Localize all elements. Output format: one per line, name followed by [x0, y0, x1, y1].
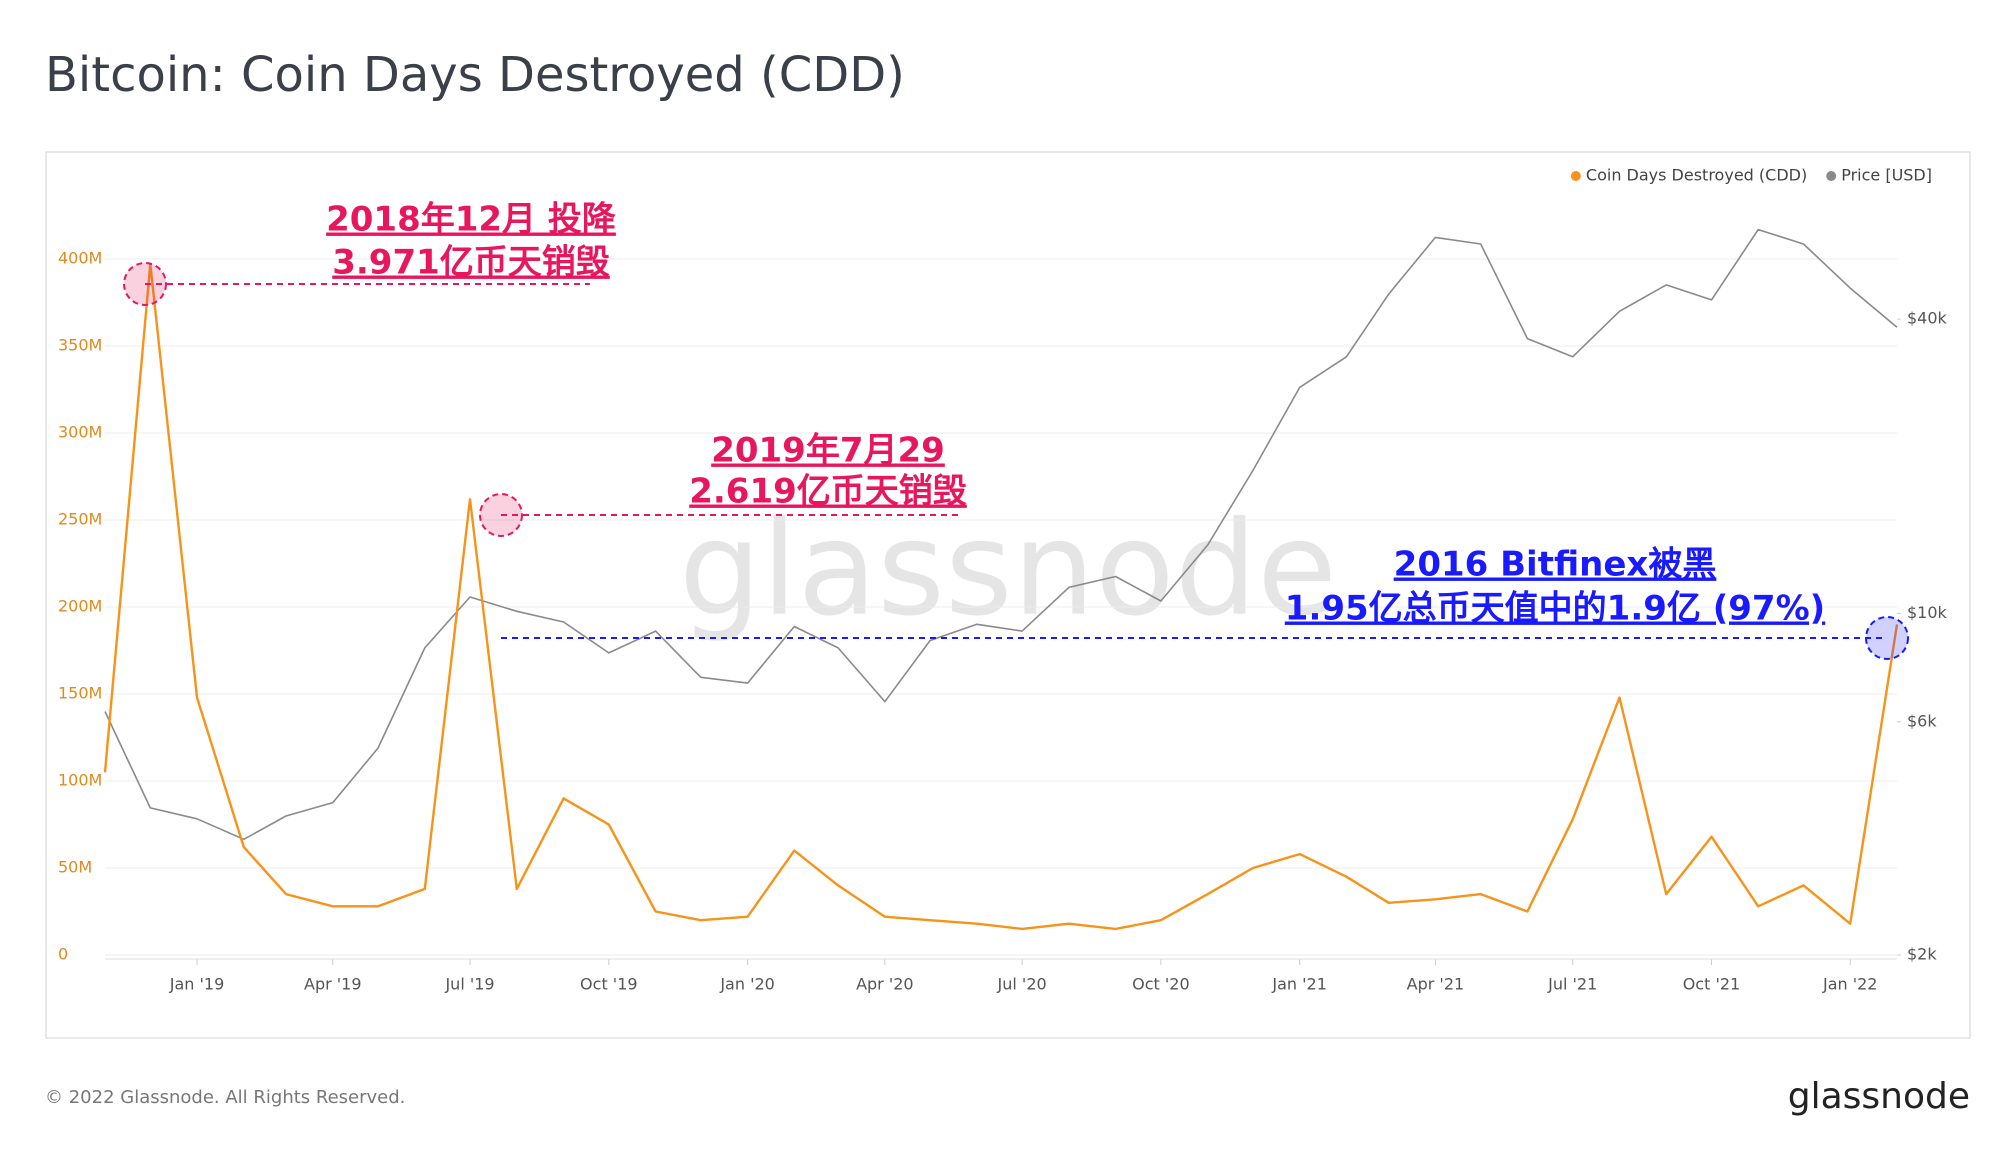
- legend-label: Price [USD]: [1841, 166, 1932, 185]
- x-tick-label: Jan '19: [169, 975, 225, 994]
- y2-tick-label: $6k: [1907, 711, 1937, 730]
- x-tick-label: Oct '21: [1683, 975, 1741, 994]
- annotation-text: 2019年7月29: [711, 431, 945, 471]
- watermark: glassnode: [679, 493, 1337, 645]
- y-tick-label: 300M: [58, 423, 102, 442]
- x-tick-label: Jul '19: [444, 975, 494, 994]
- legend-label: Coin Days Destroyed (CDD): [1586, 166, 1807, 185]
- y-tick-label: 0: [58, 945, 68, 964]
- annotation-text: 2016 Bitfinex被黑: [1394, 545, 1717, 585]
- chart-title: Bitcoin: Coin Days Destroyed (CDD): [45, 47, 905, 103]
- annotation-text: 3.971亿币天销毁: [332, 243, 610, 283]
- annotation-text: 2018年12月 投降: [326, 200, 617, 240]
- annotation-text: 2.619亿币天销毁: [689, 472, 967, 512]
- annotation-text: 1.95亿总币天值中的1.9亿 (97%): [1285, 589, 1825, 629]
- y-tick-label: 150M: [58, 684, 102, 703]
- annotation-highlight: [123, 262, 167, 306]
- x-tick-label: Jul '20: [997, 975, 1047, 994]
- y-tick-label: 400M: [58, 249, 102, 268]
- cdd-line: [103, 262, 1899, 931]
- footer: © 2022 Glassnode. All Rights Reserved.: [45, 1087, 405, 1108]
- y-tick-label: 250M: [58, 510, 102, 529]
- chart-frame: [45, 151, 1971, 1039]
- x-tick-label: Jan '22: [1822, 975, 1878, 994]
- x-tick-label: Oct '19: [580, 975, 638, 994]
- y2-tick-label: $10k: [1907, 603, 1948, 622]
- x-tick-label: Apr '21: [1407, 975, 1465, 994]
- legend-swatch: [1826, 171, 1837, 181]
- x-tick-label: Jul '21: [1547, 975, 1597, 994]
- x-tick-label: Apr '20: [856, 975, 914, 994]
- y2-tick-label: $40k: [1907, 309, 1948, 328]
- legend-swatch: [1570, 171, 1581, 181]
- y-tick-label: 200M: [58, 597, 102, 616]
- y-tick-label: 100M: [58, 771, 102, 790]
- x-tick-label: Oct '20: [1132, 975, 1190, 994]
- price-line: [104, 228, 1898, 841]
- x-tick-label: Apr '19: [304, 975, 362, 994]
- logo: glassnode: [1788, 1076, 1970, 1117]
- y-tick-label: 50M: [58, 858, 92, 877]
- annotation-highlight: [1865, 616, 1909, 660]
- annotation-highlight: [479, 493, 523, 537]
- y-tick-label: 350M: [58, 336, 102, 355]
- x-tick-label: Jan '21: [1271, 975, 1327, 994]
- x-tick-label: Jan '20: [719, 975, 775, 994]
- y2-tick-label: $2k: [1907, 945, 1937, 964]
